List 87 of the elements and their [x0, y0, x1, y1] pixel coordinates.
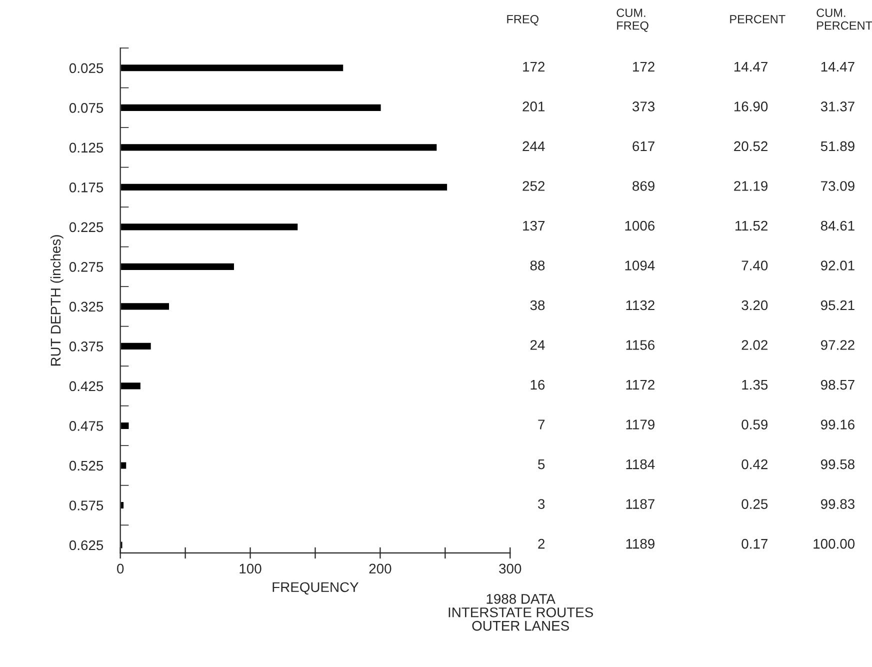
- text: CUM. FREQ: [616, 8, 648, 32]
- text: 1172: [626, 380, 654, 390]
- text: PERCENT: [730, 15, 786, 24]
- text: 1132: [626, 300, 654, 310]
- text: 3.20: [742, 300, 768, 310]
- data-label: 244: [522, 141, 545, 152]
- text: 99.16: [820, 420, 854, 430]
- y-tick-label: 0.075: [69, 102, 104, 113]
- text: 98.57: [820, 380, 854, 390]
- text: 1006: [625, 220, 655, 231]
- bar: [120, 302, 170, 312]
- text: 2.02: [742, 340, 768, 350]
- text: 92.01: [820, 260, 854, 270]
- y-tick-label: 0.025: [69, 63, 104, 74]
- x-tick-label: 0: [117, 564, 124, 574]
- text: 95.21: [820, 300, 854, 310]
- y-tick-label: 0.225: [69, 222, 104, 232]
- text: 31.37: [820, 102, 854, 112]
- text: 373: [632, 102, 655, 112]
- data-label: 3: [538, 499, 545, 509]
- text: 1988 DATA INTERSTATE ROUTES OUTER LANES: [448, 594, 593, 631]
- text: 0.25: [742, 499, 768, 509]
- y-tick-label: 0.525: [69, 460, 104, 471]
- y-tick-label: 0.475: [69, 421, 104, 431]
- text: 14.47: [821, 62, 854, 72]
- y-tick-label: 0.425: [69, 381, 104, 392]
- text: 1187: [626, 499, 654, 509]
- data-label: 88: [530, 260, 545, 270]
- text: 84.61: [820, 220, 854, 231]
- bar: [120, 421, 130, 430]
- bar: [120, 381, 142, 391]
- data-label: 38: [530, 300, 545, 310]
- bar: [120, 102, 382, 112]
- text: 11.52: [735, 220, 768, 231]
- text: 100.00: [814, 538, 855, 549]
- y-axis-title: RUT DEPTH (inches): [50, 235, 64, 366]
- text: 7.40: [742, 260, 768, 270]
- y-tick-label: 0.375: [69, 342, 104, 352]
- text: 99.58: [820, 459, 854, 470]
- y-tick-label: 0.625: [69, 540, 104, 550]
- text: 1094: [625, 260, 655, 270]
- text: 1179: [626, 420, 654, 430]
- data-label: 137: [523, 220, 545, 231]
- text: 14.47: [734, 62, 768, 72]
- text: 20.52: [734, 141, 768, 152]
- y-tick-label: 0.275: [69, 262, 104, 272]
- text: 16.90: [734, 102, 768, 112]
- text: 172: [633, 62, 654, 72]
- y-tick-label: 0.175: [69, 182, 104, 192]
- bar: [120, 182, 448, 192]
- text: 73.09: [821, 181, 854, 191]
- bar: [120, 342, 152, 351]
- y-tick-label: 0.575: [69, 500, 104, 510]
- data-label: 2: [538, 538, 545, 549]
- text: 97.22: [820, 340, 854, 350]
- data-label: 172: [523, 62, 545, 72]
- text: 21.19: [734, 181, 768, 191]
- y-tick-label: 0.325: [69, 302, 104, 312]
- x-axis-title: FREQUENCY: [272, 582, 359, 595]
- data-label: 201: [522, 102, 545, 112]
- text: 99.83: [820, 499, 854, 509]
- data-label: 252: [522, 181, 545, 191]
- data-label: 16: [530, 380, 545, 390]
- x-tick-label: 300: [499, 564, 522, 574]
- y-tick-label: 0.125: [69, 142, 104, 153]
- text: 1.35: [742, 380, 768, 390]
- bar: [120, 63, 345, 73]
- text: 0.42: [742, 459, 768, 470]
- text: 0.17: [742, 538, 768, 549]
- text: 1189: [626, 538, 654, 549]
- text: 51.89: [820, 141, 854, 152]
- bar: [120, 222, 300, 232]
- bar: [120, 262, 236, 272]
- text: 1156: [626, 340, 655, 350]
- bar: [120, 500, 125, 510]
- text: 617: [632, 141, 654, 152]
- text: 1184: [626, 459, 655, 470]
- text: 869: [632, 181, 654, 191]
- data-label: 7: [538, 420, 545, 430]
- data-label: 5: [538, 460, 545, 470]
- x-tick-label: 200: [369, 564, 392, 574]
- text: FREQ: [507, 15, 538, 26]
- text: CUM. PERCENT: [816, 8, 872, 30]
- text: 0.59: [742, 420, 768, 430]
- bar: [120, 142, 438, 152]
- x-tick-label: 100: [240, 564, 262, 574]
- data-label: 24: [530, 340, 545, 350]
